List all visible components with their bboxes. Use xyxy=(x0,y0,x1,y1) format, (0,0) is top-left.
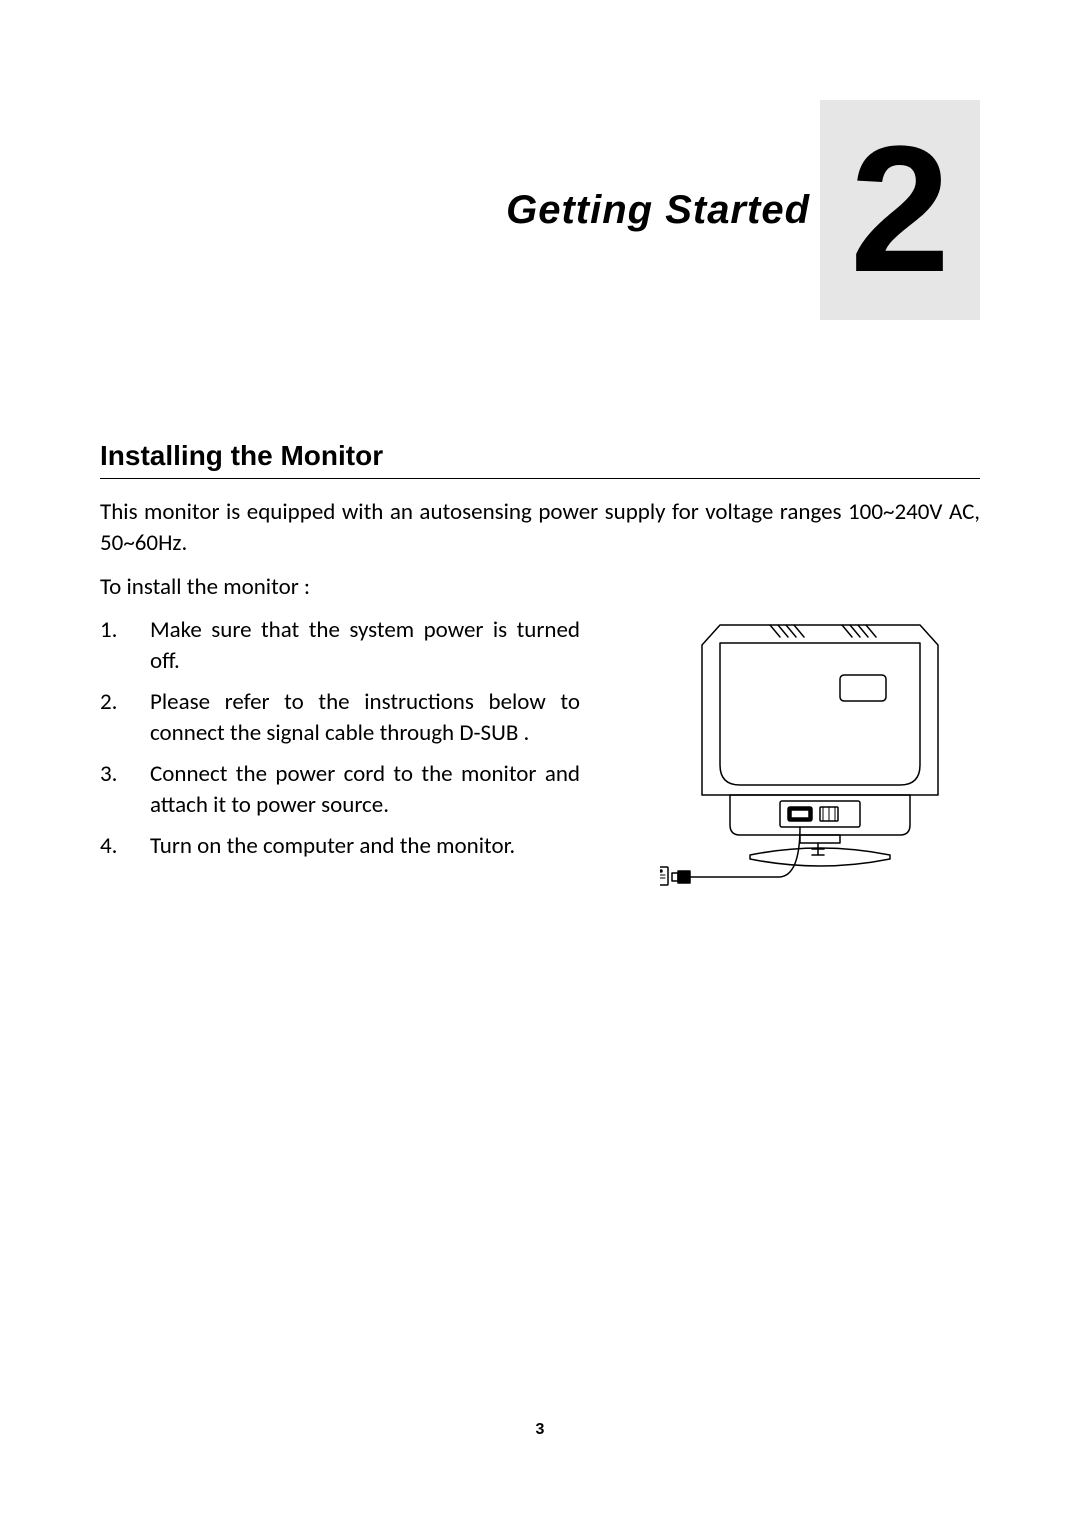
step-item: Make sure that the system power is turne… xyxy=(100,615,580,677)
page: Getting Started 2 Installing the Monitor… xyxy=(0,0,1080,1529)
step-text: Connect the power cord to the monitor an… xyxy=(150,759,580,821)
monitor-rear-icon xyxy=(660,615,980,935)
step-item: Connect the power cord to the monitor an… xyxy=(100,759,580,821)
steps-list: Make sure that the system power is turne… xyxy=(100,615,580,872)
step-text: Please refer to the instructions below t… xyxy=(150,687,580,749)
section-heading: Installing the Monitor xyxy=(100,440,980,479)
chapter-number-box: 2 xyxy=(820,100,980,320)
step-text: Make sure that the system power is turne… xyxy=(150,615,580,677)
page-number: 3 xyxy=(0,1421,1080,1439)
section-intro: This monitor is equipped with an autosen… xyxy=(100,497,980,559)
chapter-title: Getting Started xyxy=(506,188,810,233)
step-item: Please refer to the instructions below t… xyxy=(100,687,580,749)
step-item: Turn on the computer and the monitor. xyxy=(100,831,580,862)
monitor-illustration xyxy=(580,615,980,935)
chapter-header: Getting Started 2 xyxy=(100,100,980,320)
section-lead: To install the monitor : xyxy=(100,573,980,601)
step-text: Turn on the computer and the monitor. xyxy=(150,831,515,862)
chapter-number: 2 xyxy=(850,120,950,300)
body-row: Make sure that the system power is turne… xyxy=(100,615,980,935)
